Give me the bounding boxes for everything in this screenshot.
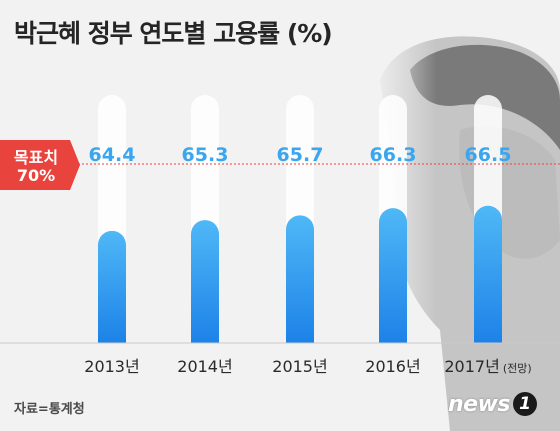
x-tick-label: 2017년 (전망): [444, 357, 531, 376]
x-tick-label: 2016년: [365, 357, 420, 376]
bar: [379, 208, 407, 343]
bar: [474, 205, 502, 343]
x-tick-label: 2014년: [177, 357, 232, 376]
x-axis-labels: 2013년 2014년 2015년 2016년 2017년 (전망): [84, 357, 531, 376]
target-value-text: 70%: [16, 166, 56, 185]
bar-value-label: 65.7: [277, 144, 324, 166]
bar: [98, 230, 126, 343]
bar: [191, 220, 219, 343]
target-label-text: 목표치: [13, 148, 59, 167]
logo-number: 1: [513, 392, 538, 416]
logo-word: news: [448, 392, 511, 417]
target-label-box: 목표치 70%: [0, 140, 80, 190]
bar-value-label: 65.3: [182, 144, 229, 166]
page-title: 박근혜 정부 연도별 고용률 (%): [14, 19, 333, 48]
x-tick-label: 2015년: [272, 357, 327, 376]
bar: [286, 215, 314, 343]
bar-value-label: 64.4: [89, 144, 136, 166]
source-credit: 자료=통계청: [14, 402, 85, 417]
x-tick-label: 2013년: [84, 357, 139, 376]
x-tick-note: (전망): [503, 362, 532, 375]
bars-group: 64.4 65.3 65.7 66.3 66.5: [89, 95, 512, 343]
bar-value-label: 66.5: [465, 144, 512, 166]
news1-logo: news 1: [448, 392, 538, 422]
bar-value-label: 66.3: [370, 144, 417, 166]
